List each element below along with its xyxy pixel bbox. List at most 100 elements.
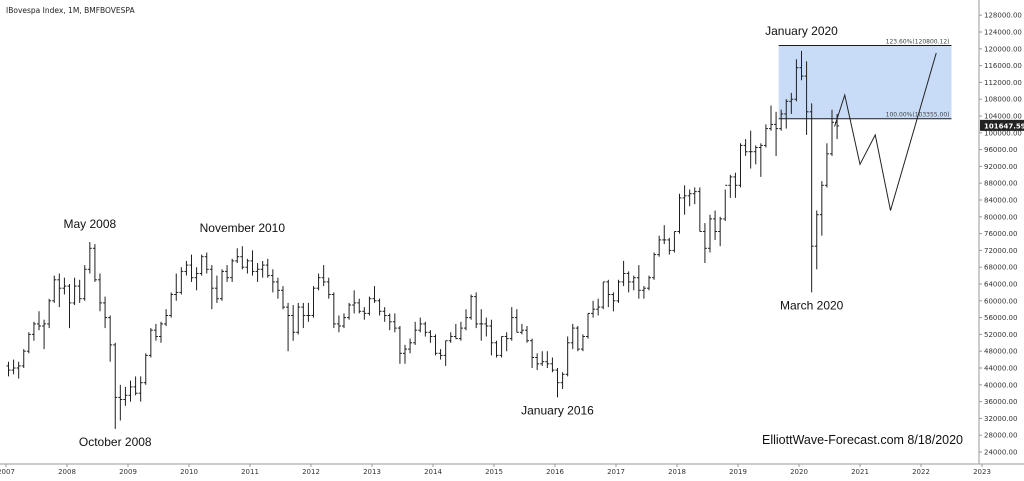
- ohlc-bar: [657, 235, 662, 257]
- price-tick-label: 120000.00: [984, 45, 1022, 53]
- price-tick-label: 96000.00: [984, 146, 1017, 154]
- ohlc-bar: [331, 292, 336, 329]
- chart-title: IBovespa Index, 1M, BMFBOVESPA: [6, 6, 135, 15]
- ohlc-bar: [769, 105, 773, 131]
- ohlc-bar: [372, 286, 377, 303]
- ohlc-bar: [159, 321, 163, 343]
- ohlc-bar: [479, 309, 484, 341]
- price-tick-label: 108000.00: [984, 96, 1022, 104]
- ohlc-bar: [697, 187, 702, 232]
- time-tick-label: 2020: [790, 468, 808, 476]
- price-tick-label: 36000.00: [984, 398, 1017, 406]
- ohlc-bar: [733, 172, 738, 198]
- ohlc-bar: [652, 252, 657, 280]
- annotation-label: November 2010: [200, 221, 286, 235]
- time-tick-label: 2010: [180, 468, 198, 476]
- target-zone-upper-label: 123.60%(120800.12): [886, 38, 950, 45]
- ohlc-bar: [265, 258, 270, 278]
- time-tick-label: 2015: [485, 468, 503, 476]
- ohlc-bar: [494, 340, 499, 358]
- annotation-label: January 2020: [765, 24, 838, 38]
- ohlc-bar: [580, 334, 585, 352]
- ohlc-bar: [784, 99, 789, 129]
- price-tick-label: 52000.00: [984, 331, 1017, 339]
- ohlc-bar: [438, 349, 443, 360]
- price-tick-label: 24000.00: [984, 449, 1017, 457]
- price-tick-label: 112000.00: [984, 79, 1022, 87]
- ohlc-bar: [194, 267, 199, 291]
- time-tick-label: 2011: [241, 468, 259, 476]
- time-tick-label: 2008: [58, 468, 76, 476]
- ohlc-bar: [789, 92, 794, 114]
- ohlc-bar: [128, 380, 133, 402]
- ohlc-bar: [306, 302, 311, 322]
- ohlc-bar: [245, 258, 250, 274]
- price-tick-label: 124000.00: [984, 29, 1022, 37]
- time-tick-label: 2017: [607, 468, 625, 476]
- ohlc-bar: [545, 351, 550, 368]
- ohlc-bar: [169, 292, 174, 318]
- last-price-tag: 101647.59: [980, 119, 1024, 131]
- ohlc-bar: [794, 59, 799, 102]
- ohlc-bar: [362, 307, 367, 320]
- ohlc-bar: [474, 292, 479, 329]
- ohlc-bar: [321, 265, 326, 287]
- ohlc-bar: [31, 321, 36, 341]
- ohlc-bar: [464, 309, 468, 331]
- ohlc-bar: [570, 323, 575, 350]
- ohlc-bar: [214, 275, 219, 303]
- ohlc-bar: [67, 284, 72, 329]
- ohlc-bar: [143, 353, 148, 385]
- ohlc-bar: [21, 349, 26, 368]
- ohlc-bar: [743, 139, 748, 156]
- target-zone-lower-label: 100.00%(103355.00): [886, 112, 950, 119]
- ohlc-bar: [443, 340, 448, 366]
- ohlc-bar: [804, 61, 809, 135]
- ohlc-bar: [677, 193, 682, 234]
- ohlc-bar: [153, 323, 158, 341]
- ohlc-bar: [718, 216, 723, 247]
- ohlc-bar: [397, 326, 402, 364]
- ohlc-bar: [52, 275, 57, 303]
- ohlc-bar: [16, 361, 21, 379]
- ohlc-bar: [514, 309, 519, 333]
- ohlc-bar: [682, 185, 687, 215]
- annotation-label: March 2020: [780, 298, 844, 312]
- ohlc-bar: [530, 338, 535, 368]
- ohlc-bar: [367, 296, 372, 316]
- ohlc-bar: [62, 277, 67, 295]
- price-tick-label: 64000.00: [984, 281, 1017, 289]
- ohlc-bar: [702, 223, 707, 263]
- ohlc-bar: [489, 319, 494, 356]
- time-tick-label: 2014: [424, 468, 442, 476]
- ohlc-bar: [428, 330, 433, 343]
- ohlc-bar: [626, 271, 631, 293]
- time-tick-label: 2019: [729, 468, 747, 476]
- ohlc-bar: [555, 368, 560, 398]
- ohlc-bar: [113, 342, 118, 429]
- ohlc-bar: [6, 361, 11, 377]
- ohlc-bar: [387, 313, 392, 331]
- ohlc-bar: [98, 273, 102, 312]
- ohlc-bar: [260, 260, 265, 278]
- ohlc-bar: [138, 376, 143, 402]
- last-price-tag-label: 101647.59: [984, 122, 1024, 130]
- time-tick-label: 2018: [668, 468, 686, 476]
- time-axis[interactable]: 2007 2008 2009 2010 2011 2012 2013 2014 2015 2016…: [0, 464, 991, 476]
- ohlc-bar: [392, 313, 397, 333]
- ohlc-bar: [357, 298, 362, 314]
- ohlc-bar: [377, 298, 382, 316]
- ohlc-bar: [270, 269, 275, 293]
- price-axis[interactable]: 24000.00 28000.00 32000.00 36000.00 40000.00…: [979, 12, 1022, 457]
- ohlc-bar: [799, 50, 804, 81]
- ohlc-bar: [72, 277, 77, 305]
- projection-layer: [834, 52, 937, 211]
- ohlc-bar: [758, 143, 763, 177]
- ohlc-bar: [275, 277, 280, 299]
- time-tick-label: 2023: [973, 468, 991, 476]
- ohlc-bar: [774, 111, 779, 156]
- ohlc-bar: [519, 323, 524, 335]
- ohlc-bar: [713, 210, 718, 240]
- price-tick-label: 72000.00: [984, 247, 1017, 255]
- target-zone-box: [778, 45, 952, 119]
